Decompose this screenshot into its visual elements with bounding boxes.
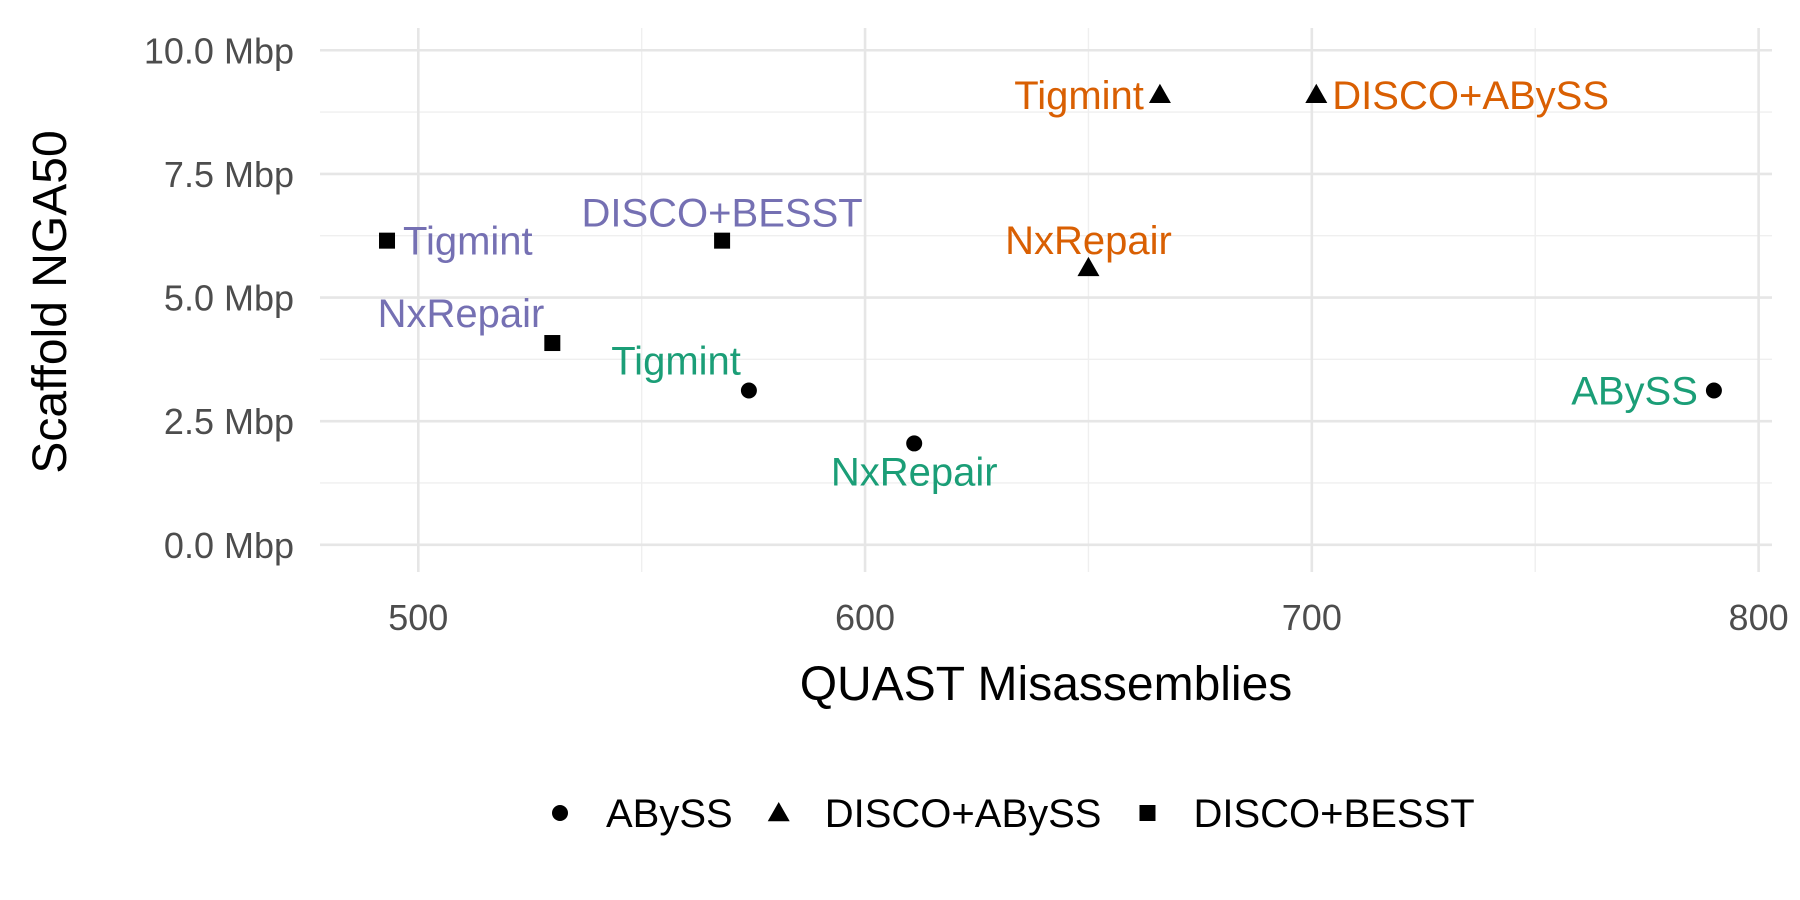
legend-item-abyss: ABySS	[552, 792, 733, 836]
point-disco-abyss-disco-abyss	[1305, 83, 1328, 104]
point-disco-besst-tigmint	[379, 232, 396, 249]
point-disco-abyss-tigmint	[1148, 83, 1171, 104]
point-abyss-abyss	[1705, 382, 1722, 399]
label-disco-besst-nxrepair: NxRepair	[378, 292, 545, 336]
legend-marker-disco-abyss	[767, 802, 790, 822]
label-abyss-nxrepair: NxRepair	[831, 450, 998, 494]
x-axis-title: QUAST Misassemblies	[800, 658, 1293, 711]
label-disco-abyss-disco-abyss: DISCO+ABySS	[1332, 74, 1609, 118]
y-tick-label: 2.5 Mbp	[164, 401, 294, 442]
point-abyss-tigmint	[740, 382, 757, 399]
point-disco-abyss-nxrepair	[1077, 256, 1100, 277]
x-tick-label: 800	[1729, 597, 1789, 638]
y-axis: 0.0 Mbp 2.5 Mbp 5.0 Mbp 7.5 Mbp 10.0 Mbp	[144, 30, 294, 566]
y-tick-label: 5.0 Mbp	[164, 278, 294, 319]
data-points	[379, 83, 1722, 452]
y-tick-label: 7.5 Mbp	[164, 154, 294, 195]
label-disco-besst-disco-besst: DISCO+BESST	[581, 192, 862, 236]
x-axis: 500 600 700 800	[388, 597, 1788, 638]
point-disco-besst-nxrepair	[544, 335, 561, 352]
legend-marker-abyss	[552, 805, 568, 821]
legend-item-disco-abyss: DISCO+ABySS	[767, 792, 1102, 836]
label-disco-abyss-nxrepair: NxRepair	[1005, 219, 1172, 263]
legend-label-disco-abyss: DISCO+ABySS	[825, 792, 1102, 836]
legend-marker-disco-besst	[1139, 805, 1156, 821]
label-disco-abyss-tigmint: Tigmint	[1014, 74, 1144, 118]
x-tick-label: 700	[1282, 597, 1342, 638]
y-axis-title: Scaffold NGA50	[24, 130, 77, 473]
label-abyss-tigmint: Tigmint	[611, 340, 741, 384]
point-labels: Tigmint NxRepair ABySS Tigmint DISCO+ABySS Nx…	[378, 74, 1698, 495]
y-tick-label: 0.0 Mbp	[164, 525, 294, 566]
y-tick-label: 10.0 Mbp	[144, 30, 294, 71]
legend-item-disco-besst: DISCO+BESST	[1139, 792, 1475, 836]
grid	[320, 28, 1772, 572]
label-disco-besst-tigmint: Tigmint	[403, 220, 533, 264]
point-abyss-nxrepair	[906, 435, 923, 452]
legend: ABySS DISCO+ABySS DISCO+BESST	[552, 792, 1475, 836]
x-tick-label: 600	[835, 597, 895, 638]
x-tick-label: 500	[388, 597, 448, 638]
legend-label-disco-besst: DISCO+BESST	[1193, 792, 1474, 836]
legend-label-abyss: ABySS	[606, 792, 733, 836]
point-disco-besst-disco-besst	[714, 232, 731, 249]
label-abyss-abyss: ABySS	[1571, 370, 1698, 414]
